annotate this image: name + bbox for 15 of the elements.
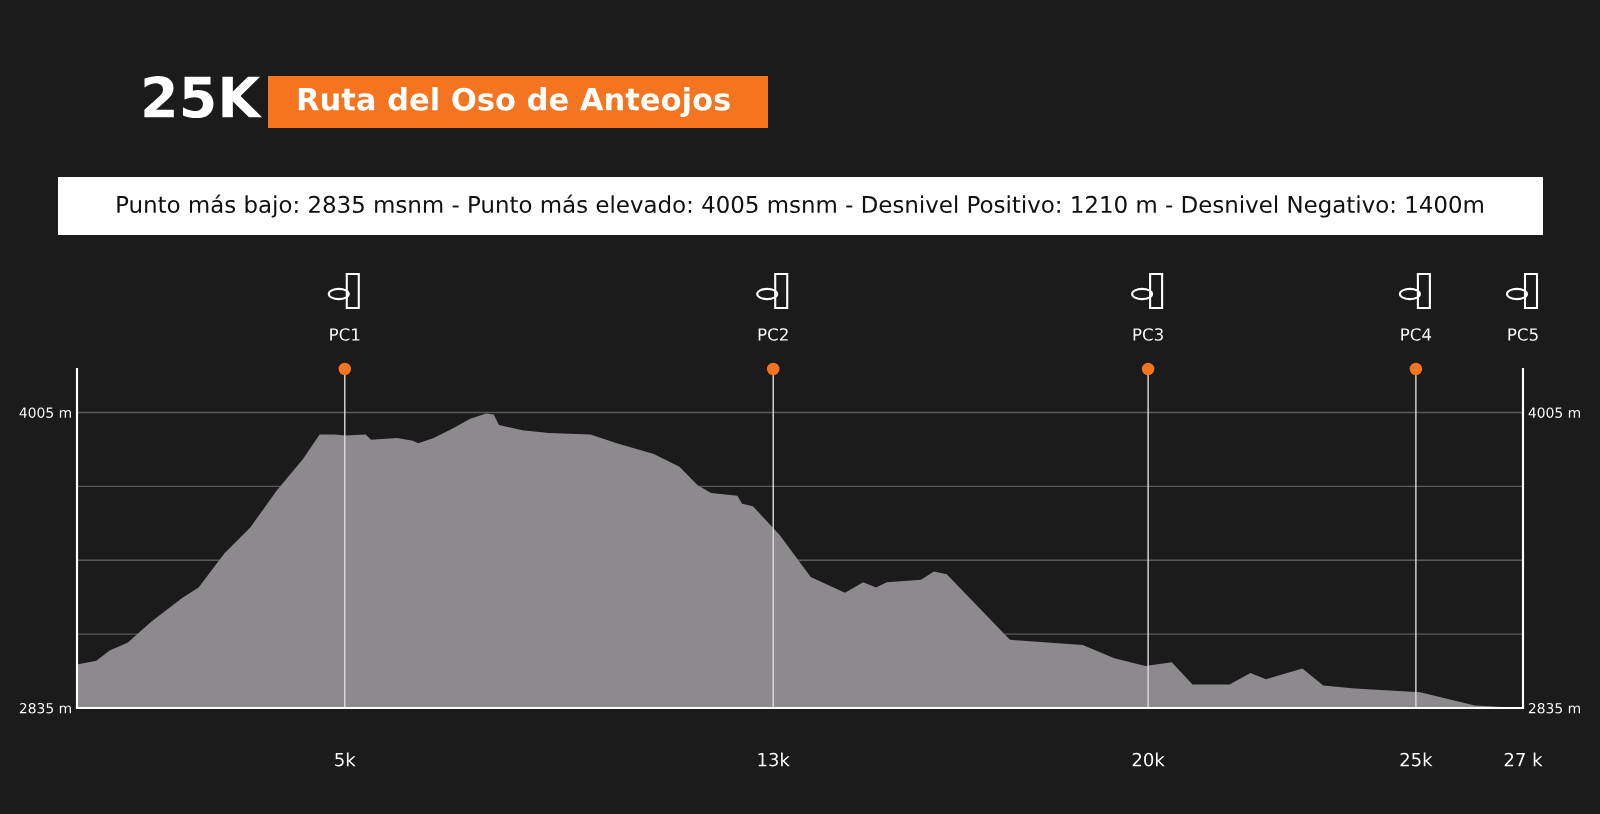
ref-line-label: PC3 xyxy=(1133,328,1163,341)
text: 25K xyxy=(144,76,263,119)
ref-line-label: PC4 xyxy=(1401,328,1432,341)
chart-subtitle: Punto más bajo: 2835 msnm - Punto más elevado: 4005 msnm - Desnivel Positivo: 1210 m - Desnivel Negativo: 1400m xyxy=(117,194,1483,218)
text: PC5 xyxy=(1508,328,1538,341)
ref-line-label: PC1 xyxy=(330,328,360,341)
x-tick-label: 13k xyxy=(758,752,790,767)
y2-tick-label: 2835 m xyxy=(1528,702,1580,714)
x-tick-label: 5k xyxy=(335,752,356,767)
ref-line-label: PC2 xyxy=(758,328,788,341)
y2-tick-label: 4005 m xyxy=(1528,407,1580,418)
x-tick-label: 27 k xyxy=(1504,752,1543,767)
x-tick-label: 25k xyxy=(1400,752,1433,767)
x-tick-label: 20k xyxy=(1132,752,1165,767)
chart-title: Ruta del Oso de Anteojos xyxy=(298,87,730,117)
